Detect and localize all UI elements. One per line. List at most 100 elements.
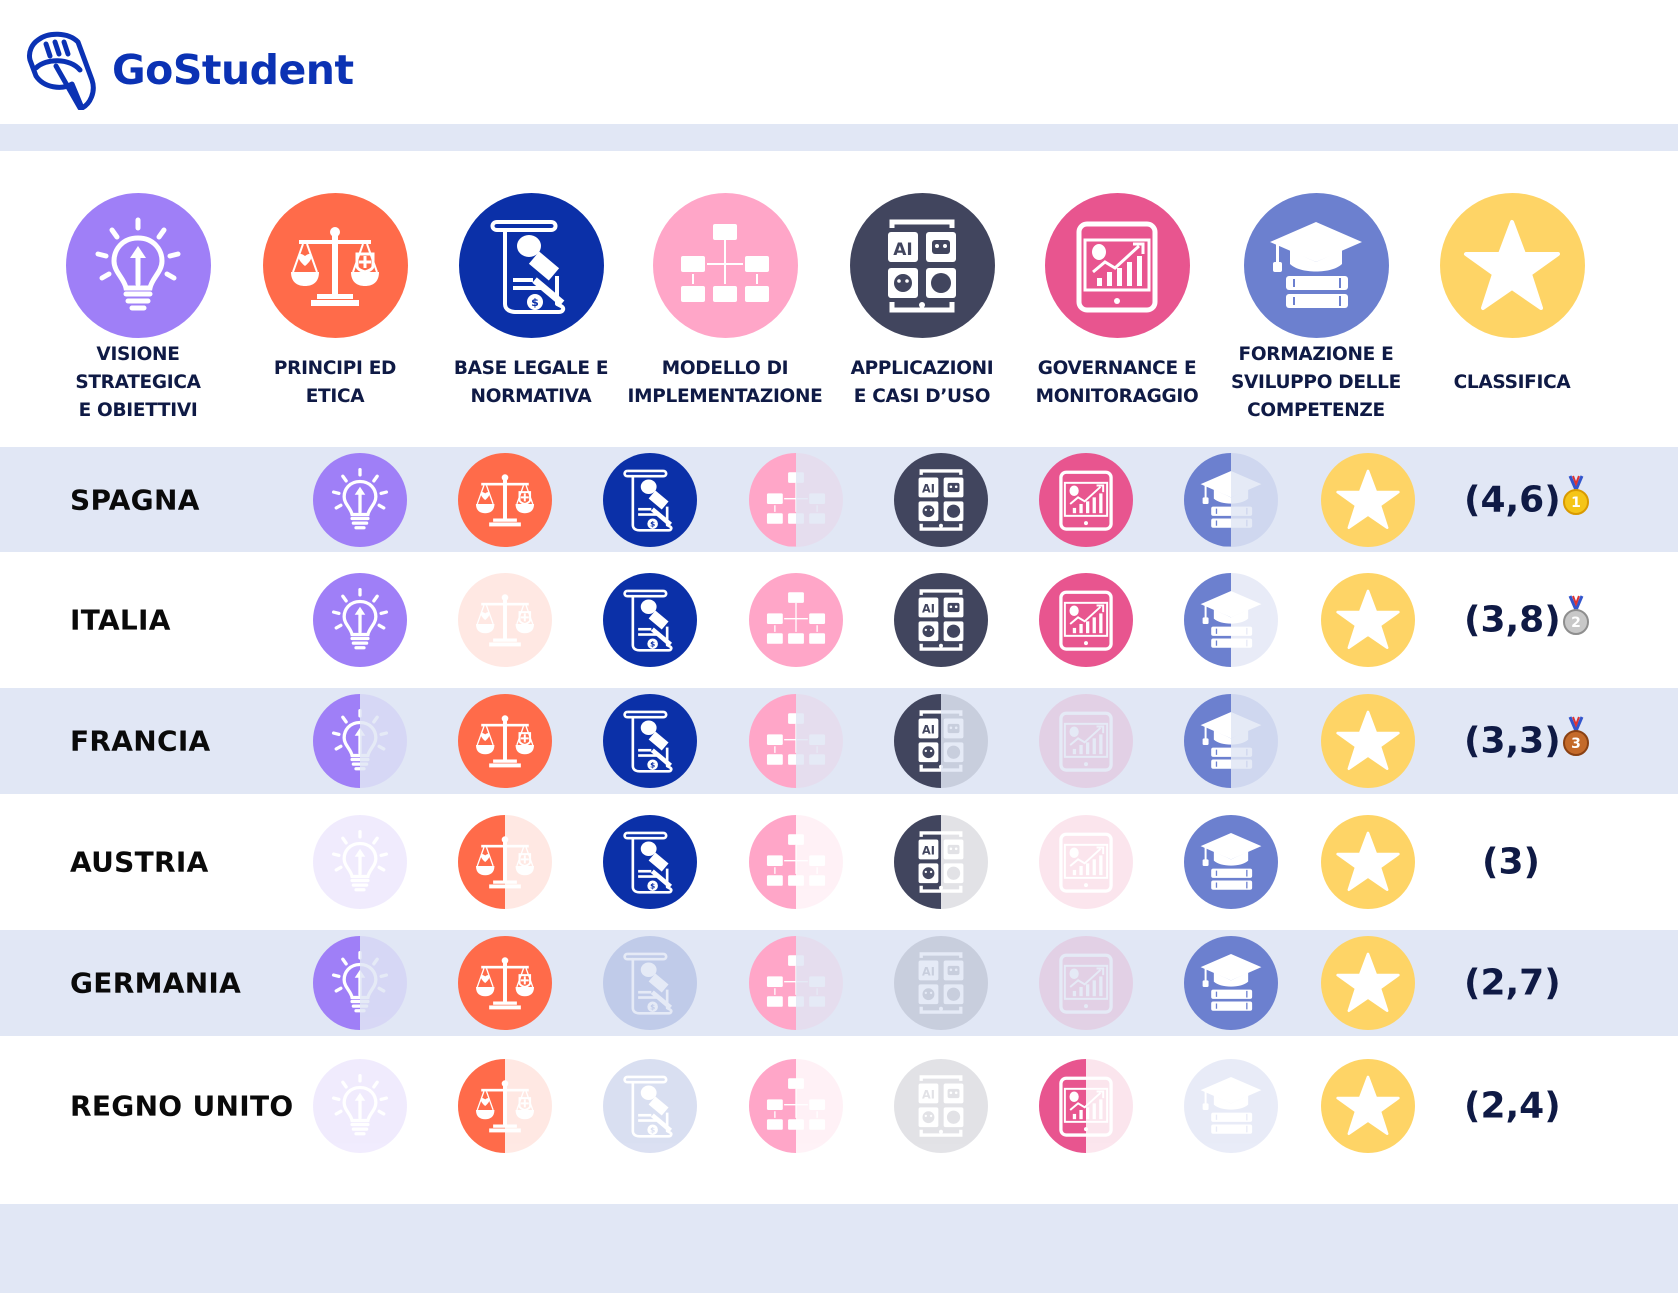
country-name: GERMANIA [70, 966, 242, 1000]
column-header-base-legale: BASE LEGALE E NORMATIVA [436, 193, 626, 428]
column-header-formazione: FORMAZIONE E SVILUPPO DELLE COMPETENZE [1221, 193, 1411, 428]
score-value: (2,7) [1464, 962, 1561, 1004]
score-value: (3,8) [1464, 599, 1561, 641]
analytics-tablet-icon [1039, 452, 1133, 547]
column-header-modello: MODELLO DI IMPLEMENTAZIONE [627, 193, 823, 428]
country-name: AUSTRIA [70, 845, 209, 879]
column-label: BASE LEGALE E NORMATIVA [453, 358, 609, 407]
column-header-visione: VISIONE STRATEGICA E OBIETTIVI [43, 193, 233, 428]
star-icon [1321, 936, 1415, 1030]
flowchart-icon [749, 452, 843, 547]
table-row: GERMANIA (2,7) [0, 930, 1678, 1036]
column-label: APPLICAZIONI E CASI D’USO [850, 358, 994, 407]
table-row: SPAGNA (4,6) 1 [0, 447, 1678, 552]
table-row: REGNO UNITO (2,4) [0, 1036, 1678, 1204]
star-icon [1321, 573, 1415, 667]
lightbulb-icon [313, 815, 407, 909]
graduation-cap-books-icon [1184, 573, 1278, 667]
legal-document-gavel-icon [603, 573, 697, 667]
legal-document-gavel-icon [603, 815, 697, 909]
column-header-classifica: CLASSIFICA [1417, 193, 1607, 428]
country-name: SPAGNA [70, 483, 200, 516]
scales-icon [458, 573, 552, 667]
ai-tablet-icon [894, 1059, 988, 1153]
ai-tablet-icon [894, 936, 988, 1030]
star-icon [1321, 452, 1415, 547]
country-name: REGNO UNITO [70, 1089, 294, 1123]
svg-text:3: 3 [1571, 736, 1581, 752]
score-value: (2,4) [1464, 1085, 1561, 1127]
country-name: FRANCIA [70, 724, 211, 758]
graduation-cap-books-icon [1184, 936, 1278, 1030]
column-label: PRINCIPI ED ETICA [273, 358, 397, 407]
scales-icon [458, 694, 552, 788]
column-label: CLASSIFICA [1453, 372, 1571, 393]
lightbulb-icon [313, 936, 407, 1030]
star-icon [1439, 193, 1585, 338]
star-icon [1321, 815, 1415, 909]
analytics-tablet-icon [1039, 694, 1133, 788]
star-icon [1321, 694, 1415, 788]
lightbulb-icon [313, 694, 407, 788]
bottom-band [0, 1204, 1678, 1293]
column-header-principi: PRINCIPI ED ETICA [240, 193, 430, 428]
ai-tablet-icon [894, 815, 988, 909]
column-header-governance: GOVERNANCE E MONITORAGGIO [1022, 193, 1212, 428]
table-row: AUSTRIA (3) [0, 794, 1678, 930]
legal-document-gavel-icon [458, 193, 604, 338]
graduation-cap-books-icon [1243, 193, 1389, 338]
analytics-tablet-icon [1039, 815, 1133, 909]
flowchart-icon [749, 815, 843, 909]
scales-icon [458, 936, 552, 1030]
lightbulb-icon [65, 193, 211, 338]
bronze-medal-icon: 3 [1562, 715, 1590, 759]
graduation-cap-books-icon [1184, 694, 1278, 788]
lightbulb-icon [313, 1059, 407, 1153]
star-icon [1321, 1059, 1415, 1153]
ai-tablet-icon [849, 193, 995, 338]
flowchart-icon [749, 694, 843, 788]
country-name: ITALIA [70, 603, 171, 637]
scales-icon [458, 1059, 552, 1153]
gostudent-logo: GoStudent [26, 30, 354, 110]
analytics-tablet-icon [1044, 193, 1190, 338]
column-header-applicazioni: APPLICAZIONI E CASI D’USO [827, 193, 1017, 428]
graduation-cap-books-icon [1184, 815, 1278, 909]
table-row: ITALIA (3,8) 2 [0, 552, 1678, 688]
column-label: GOVERNANCE E MONITORAGGIO [1035, 358, 1199, 407]
table-row: FRANCIA (3,3) 3 [0, 688, 1678, 794]
ai-tablet-icon [894, 452, 988, 547]
gold-medal-icon: 1 [1562, 474, 1590, 518]
graduation-cap-books-icon [1184, 452, 1278, 547]
ai-tablet-icon [894, 694, 988, 788]
lightbulb-icon [313, 452, 407, 547]
silver-medal-icon: 2 [1562, 594, 1590, 638]
graduation-cap-books-icon [1184, 1059, 1278, 1153]
top-divider-band [0, 124, 1678, 151]
flowchart-icon [749, 936, 843, 1030]
legal-document-gavel-icon [603, 452, 697, 547]
gostudent-logo-icon [27, 31, 96, 110]
scales-icon [458, 452, 552, 547]
column-label: FORMAZIONE E SVILUPPO DELLE COMPETENZE [1231, 344, 1401, 421]
svg-text:2: 2 [1571, 615, 1581, 631]
legal-document-gavel-icon [603, 936, 697, 1030]
column-label: MODELLO DI IMPLEMENTAZIONE [627, 358, 823, 407]
legal-document-gavel-icon [603, 694, 697, 788]
flowchart-icon [652, 193, 798, 338]
flowchart-icon [749, 573, 843, 667]
scales-icon [262, 193, 408, 338]
analytics-tablet-icon [1039, 573, 1133, 667]
score-value: (3) [1482, 841, 1540, 883]
scales-icon [458, 815, 552, 909]
legal-document-gavel-icon [603, 1059, 697, 1153]
column-label: VISIONE STRATEGICA E OBIETTIVI [75, 344, 201, 421]
analytics-tablet-icon [1039, 936, 1133, 1030]
svg-text:1: 1 [1571, 495, 1581, 511]
score-value: (4,6) [1464, 479, 1561, 520]
brand-name: GoStudent [112, 46, 354, 94]
flowchart-icon [749, 1059, 843, 1153]
ai-tablet-icon [894, 573, 988, 667]
lightbulb-icon [313, 573, 407, 667]
analytics-tablet-icon [1039, 1059, 1133, 1153]
